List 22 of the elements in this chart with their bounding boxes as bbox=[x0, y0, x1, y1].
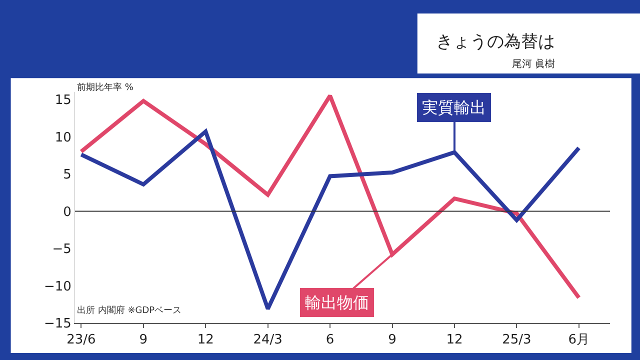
y-tick-label: −10 bbox=[44, 279, 72, 294]
legend-label: 輸出物価 bbox=[305, 293, 369, 312]
x-tick-label: 25/3 bbox=[502, 332, 532, 348]
x-tick-label: 12 bbox=[446, 332, 463, 348]
y-tick-label: 5 bbox=[63, 168, 72, 183]
annotation: 出所 内閣府 ※GDPベース bbox=[77, 305, 182, 316]
x-tick-label: 6 bbox=[326, 332, 334, 348]
y-tick-label: 0 bbox=[63, 204, 72, 220]
x-tick-label: 12 bbox=[197, 332, 214, 348]
chart-title: きょうの為替は bbox=[436, 32, 555, 52]
chart-subtitle: 尾河 眞樹 bbox=[512, 58, 556, 70]
x-tick-label: 24/3 bbox=[253, 332, 282, 348]
y-tick-label: −15 bbox=[44, 316, 72, 332]
y-axis-title: 前期比年率 % bbox=[77, 82, 134, 93]
x-tick-label: 23/6 bbox=[66, 332, 96, 348]
y-tick-label: −5 bbox=[52, 242, 72, 258]
x-tick-label: 6月 bbox=[568, 332, 590, 348]
y-tick-label: 15 bbox=[54, 93, 72, 108]
x-tick-label: 9 bbox=[388, 332, 396, 348]
text: 実質輸出 bbox=[422, 98, 486, 117]
x-tick-label: 9 bbox=[139, 332, 148, 348]
y-tick-label: 10 bbox=[54, 130, 72, 146]
